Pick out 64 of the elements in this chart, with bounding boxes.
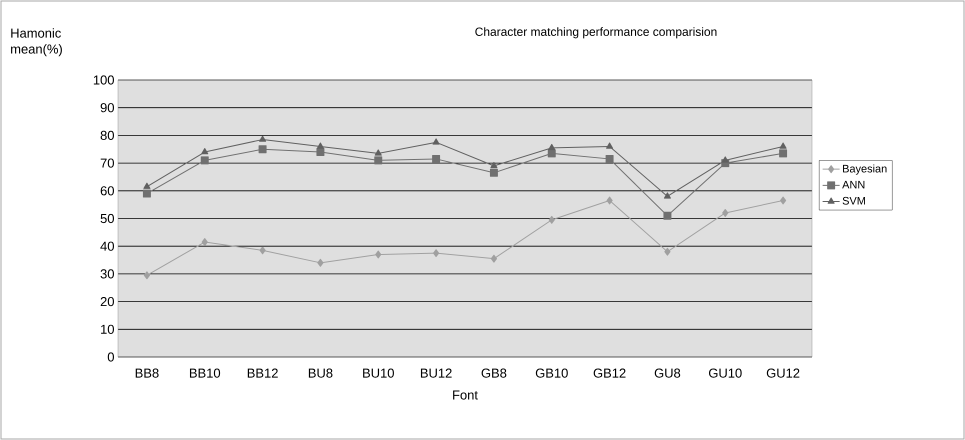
point [779,149,788,158]
point [375,250,382,258]
x-tick-label: BB12 [248,368,278,378]
x-tick-label: GB10 [536,368,568,378]
x-tick-label: GU8 [654,368,680,378]
point [490,168,498,177]
point [432,154,440,163]
legend-label: ANN [842,180,864,188]
x-axis-title: Font [453,390,478,400]
point [258,145,267,154]
point [374,156,382,164]
point [202,238,208,246]
point [316,148,324,156]
y-tick-label: 80 [100,130,114,140]
point [548,144,556,150]
point [606,154,614,163]
y-axis-title: Hamonic mean(%) [11,28,62,56]
point [143,182,150,189]
y-tick-label: 20 [100,297,114,306]
chart-title: Character matching performance comparision [475,27,716,38]
point [432,138,440,145]
y-tick-label: 50 [100,214,114,224]
point [548,149,556,158]
y-tick-label: 0 [108,352,114,362]
x-tick-label: GB12 [594,368,626,378]
x-tick-label: BB8 [136,368,159,378]
point [606,142,614,149]
y-tick-label: 70 [100,158,114,168]
x-tick-label: BU8 [308,368,332,378]
point [722,208,728,217]
x-tick-label: BU12 [420,368,452,378]
x-tick-label: BU10 [363,368,394,378]
point [780,142,787,149]
point [259,246,266,254]
y-tick-label: 10 [101,324,114,334]
point [663,212,672,220]
point [664,248,671,256]
x-tick-label: GU10 [708,368,742,378]
point [490,162,498,168]
point [780,196,786,204]
point [722,156,729,163]
point [201,148,208,154]
x-tick-label: GB8 [482,368,506,378]
point [144,271,150,280]
y-tick-label: 30 [100,269,114,278]
y-tick-label: 100 [94,75,114,85]
point [200,156,209,164]
x-tick-label: BB10 [190,368,220,378]
point [142,190,151,198]
point [606,196,613,204]
point [259,136,266,142]
legend-label: SVM [842,196,865,205]
y-tick-label: 40 [100,242,114,251]
y-tick-label: 60 [100,186,114,196]
point [490,254,498,263]
point [548,216,555,224]
legend-label: Bayesian [843,164,886,175]
point [317,258,324,267]
point [664,192,671,199]
point [316,142,324,149]
y-tick-label: 90 [100,103,114,112]
point [374,149,382,156]
point [432,249,440,258]
x-tick-label: GU12 [766,368,800,378]
